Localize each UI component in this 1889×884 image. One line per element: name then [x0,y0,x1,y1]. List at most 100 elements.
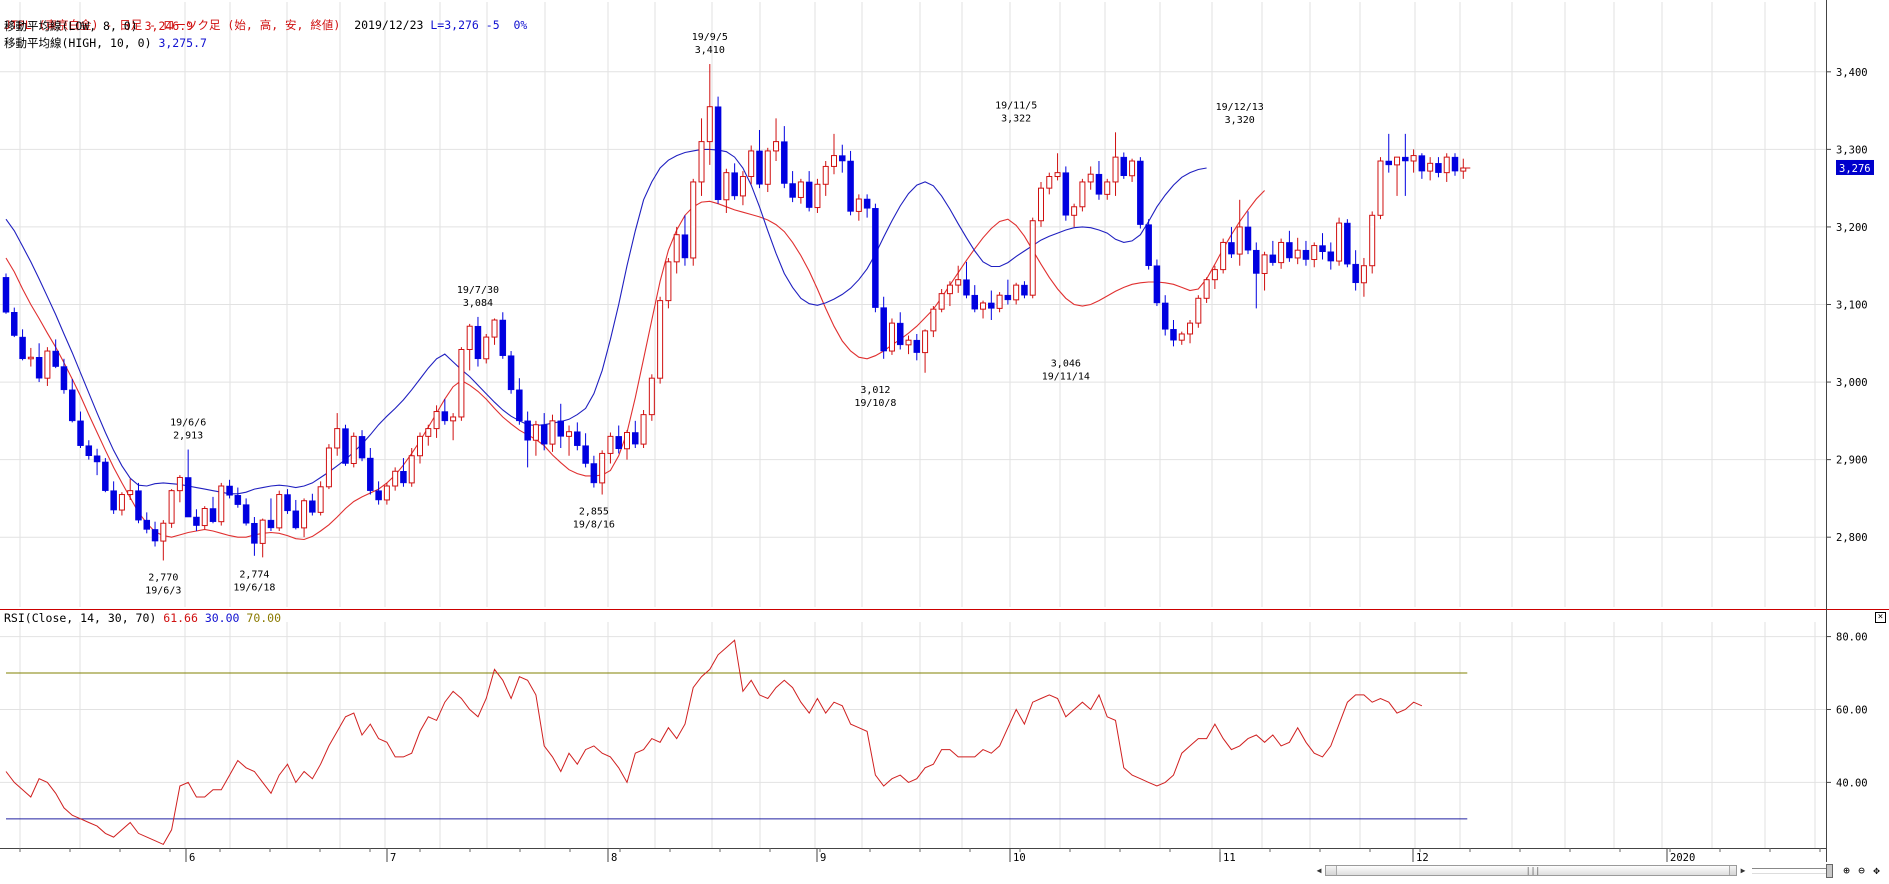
candle[interactable] [184,449,192,518]
candle[interactable] [582,433,589,468]
candle[interactable] [1187,320,1194,344]
zoom-slider[interactable] [1752,868,1832,874]
candle[interactable] [350,432,357,468]
candle[interactable] [540,413,548,451]
candle[interactable] [201,506,208,530]
candle[interactable] [1220,238,1227,274]
candle[interactable] [1369,211,1376,274]
candle[interactable] [85,440,93,460]
candle[interactable] [1087,166,1094,190]
candle[interactable] [433,405,440,438]
candle[interactable] [566,425,573,456]
candle[interactable] [657,296,664,384]
candle[interactable] [773,118,780,162]
candle[interactable] [1236,199,1243,266]
candle[interactable] [1104,178,1111,200]
candle[interactable] [176,475,183,503]
candle[interactable] [160,520,167,561]
candle[interactable] [1336,217,1343,266]
candle[interactable] [458,347,465,421]
close-icon[interactable]: × [1875,612,1886,623]
candle[interactable] [913,333,921,361]
candle[interactable] [814,178,821,213]
candle[interactable] [1435,157,1442,178]
zoom-in-icon[interactable]: ⊕ [1843,864,1850,877]
candle[interactable] [946,281,953,307]
rsi-panel[interactable] [5,639,1468,846]
candle[interactable] [1112,132,1119,196]
candle[interactable] [714,96,722,204]
candle[interactable] [284,489,291,514]
candle[interactable] [980,300,987,319]
candle[interactable] [1038,181,1044,227]
candle[interactable] [706,64,713,165]
candle[interactable] [102,458,109,493]
candle[interactable] [607,432,614,464]
candle[interactable] [524,411,531,468]
candle[interactable] [474,316,482,367]
candle[interactable] [1327,242,1335,270]
candle[interactable] [1195,295,1202,328]
candle[interactable] [35,343,43,383]
candle[interactable] [1145,219,1152,270]
candle[interactable] [259,518,266,558]
candle[interactable] [698,118,705,196]
candle[interactable] [151,521,159,547]
candle[interactable] [1153,259,1161,307]
candle[interactable] [723,168,730,213]
candle[interactable] [648,374,655,421]
candle[interactable] [127,479,134,500]
candle[interactable] [367,447,374,495]
candle[interactable] [143,512,151,534]
candle[interactable] [292,499,300,530]
candle[interactable] [574,422,581,451]
candle[interactable] [532,420,539,456]
candle[interactable] [1278,238,1285,269]
candle[interactable] [209,496,217,524]
candle[interactable] [1170,320,1177,347]
candle[interactable] [251,517,258,556]
candle[interactable] [1062,166,1070,221]
candle[interactable] [1161,295,1169,336]
candle[interactable] [234,487,242,508]
candle[interactable] [1410,149,1417,173]
candle[interactable] [872,203,879,313]
candle[interactable] [756,129,763,189]
candle[interactable] [1311,242,1318,268]
candle[interactable] [118,492,125,516]
candle[interactable] [1377,157,1384,220]
candle[interactable] [1261,251,1268,291]
candle[interactable] [19,329,26,361]
candle[interactable] [640,409,647,448]
candle[interactable] [624,430,630,460]
candle[interactable] [665,257,672,309]
candle[interactable] [590,455,598,488]
candle[interactable] [1071,203,1078,227]
zoom-out-icon[interactable]: ⊖ [1858,864,1865,877]
candle[interactable] [681,215,689,266]
candle[interactable] [1443,153,1450,182]
candle[interactable] [1244,211,1252,255]
candle[interactable] [888,318,895,355]
candle[interactable] [938,288,945,313]
candle[interactable] [267,498,275,531]
ma-high-legend[interactable]: 移動平均線(HIGH, 10, 0) 3,275.7 [4,36,207,51]
candle[interactable] [805,171,813,212]
candle[interactable] [731,163,738,200]
candle[interactable] [1095,161,1103,200]
candle[interactable] [1253,242,1260,309]
candle[interactable] [1029,217,1036,299]
candle[interactable] [739,171,746,206]
candle[interactable] [342,424,349,466]
candle[interactable] [839,144,846,173]
candle[interactable] [60,358,68,394]
candle[interactable] [242,498,250,526]
zoom-slider-knob[interactable] [1826,864,1833,878]
candle[interactable] [996,292,1003,313]
candle[interactable] [781,126,788,189]
candle[interactable] [135,482,142,524]
candle[interactable] [632,420,639,448]
candle[interactable] [358,430,366,462]
candle[interactable] [1178,331,1185,345]
candle[interactable] [955,265,962,293]
